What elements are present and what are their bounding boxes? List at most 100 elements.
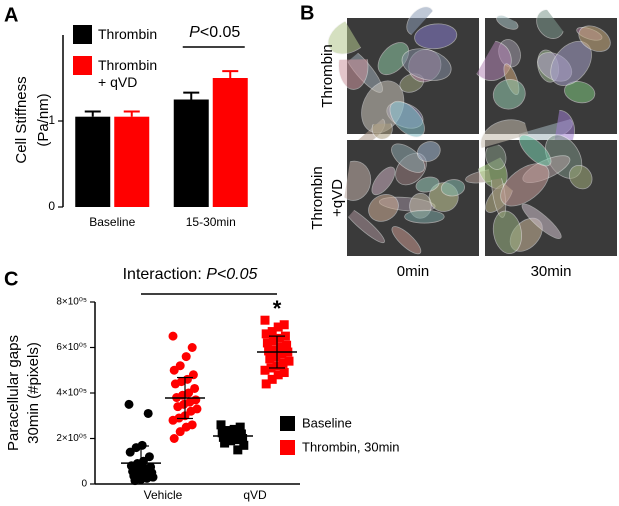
cell-texture [416,141,441,162]
legend-label: Thrombin, 30min [302,439,400,454]
x-tick-label: qVD [243,488,267,502]
cell-texture [564,81,596,104]
y-axis-label: 30min (#pixels) [25,342,42,444]
data-point [265,354,275,364]
data-point [262,338,272,348]
y-axis-label: (Pa/nm) [35,93,52,146]
data-point [236,429,246,439]
legend-swatch [280,440,295,455]
data-point [223,426,233,436]
bar [114,116,150,207]
data-point [187,343,197,352]
data-point [143,408,153,418]
cell-texture [568,164,593,190]
data-point [233,445,243,455]
cell-texture [391,226,422,255]
data-point [169,434,179,443]
cell-texture [521,203,562,239]
data-point [270,345,280,355]
data-point [226,436,236,446]
cell-texture [338,58,369,90]
cell-texture [492,210,522,255]
cell-texture [414,23,458,50]
data-point [239,440,249,450]
data-point [273,322,283,332]
bar [173,99,209,207]
row-label: Thrombin [309,166,326,229]
data-point [282,340,292,350]
data-point [280,331,290,341]
y-tick-label: 4×10⁰⁵ [56,388,87,399]
y-tick-label: 1 [48,113,55,127]
data-point [220,438,230,448]
cell-texture [578,25,611,52]
x-tick-label: Baseline [89,215,135,229]
cell-texture [404,209,445,224]
x-tick-label: Vehicle [144,488,183,502]
cell-texture [401,48,452,81]
data-point [181,352,191,362]
legend-swatch [73,25,92,44]
data-point [264,346,274,356]
data-point [268,336,278,346]
data-point [261,379,271,389]
data-point [261,329,271,339]
data-point [278,358,288,368]
cell-texture [518,134,552,167]
data-point [271,352,281,362]
legend-label: Thrombin + qVD [98,57,158,90]
data-point [175,427,185,437]
data-point [230,430,240,440]
interaction-label: Interaction: P<0.05 [95,266,285,283]
cell-texture [500,163,550,207]
significance-label: P<0.05 [189,24,241,41]
y-axis-label: Paracellular gaps [5,335,22,451]
y-tick-label: 6×10⁰⁵ [56,342,87,353]
bar [75,116,111,207]
data-point [124,399,134,409]
data-point [279,320,289,330]
data-point [276,343,286,352]
y-tick-label: 2×10⁰⁵ [56,433,87,444]
panel-letter: A [4,4,18,26]
legend-swatch [73,56,92,75]
legend-label: Baseline [302,415,352,430]
data-point [218,432,228,442]
data-point [267,374,277,384]
row-label: Thrombin [319,44,336,107]
data-point [279,368,289,378]
data-point [216,420,226,430]
data-point [267,327,277,337]
data-point [260,365,270,375]
cell-texture [377,42,410,76]
data-point [277,349,287,359]
data-point [235,422,245,432]
cell-texture [391,143,426,173]
interaction-text: Interaction: [122,266,202,283]
cell-texture [389,100,425,138]
data-point [238,434,248,443]
data-point [260,315,270,325]
data-point [173,402,183,412]
data-point [168,331,178,341]
y-tick-label: 8×10⁰⁵ [56,297,87,308]
column-label: 30min [531,263,572,280]
legend-label: Thrombin [98,26,158,42]
panel-letter: C [4,268,18,290]
y-axis-label: Cell Stiffness [13,76,30,163]
panel-letter: B [300,2,314,24]
y-tick-label: 0 [48,199,55,213]
row-label: +qVD [329,179,346,217]
interaction-p: P<0.05 [206,266,258,283]
data-point [273,370,283,380]
bar [212,78,248,207]
data-point [284,356,294,366]
x-tick-label: 15-30min [186,215,236,229]
data-point [168,415,178,425]
data-point [125,447,135,457]
data-point [169,365,179,375]
data-point [170,379,180,389]
column-label: 0min [397,263,430,280]
